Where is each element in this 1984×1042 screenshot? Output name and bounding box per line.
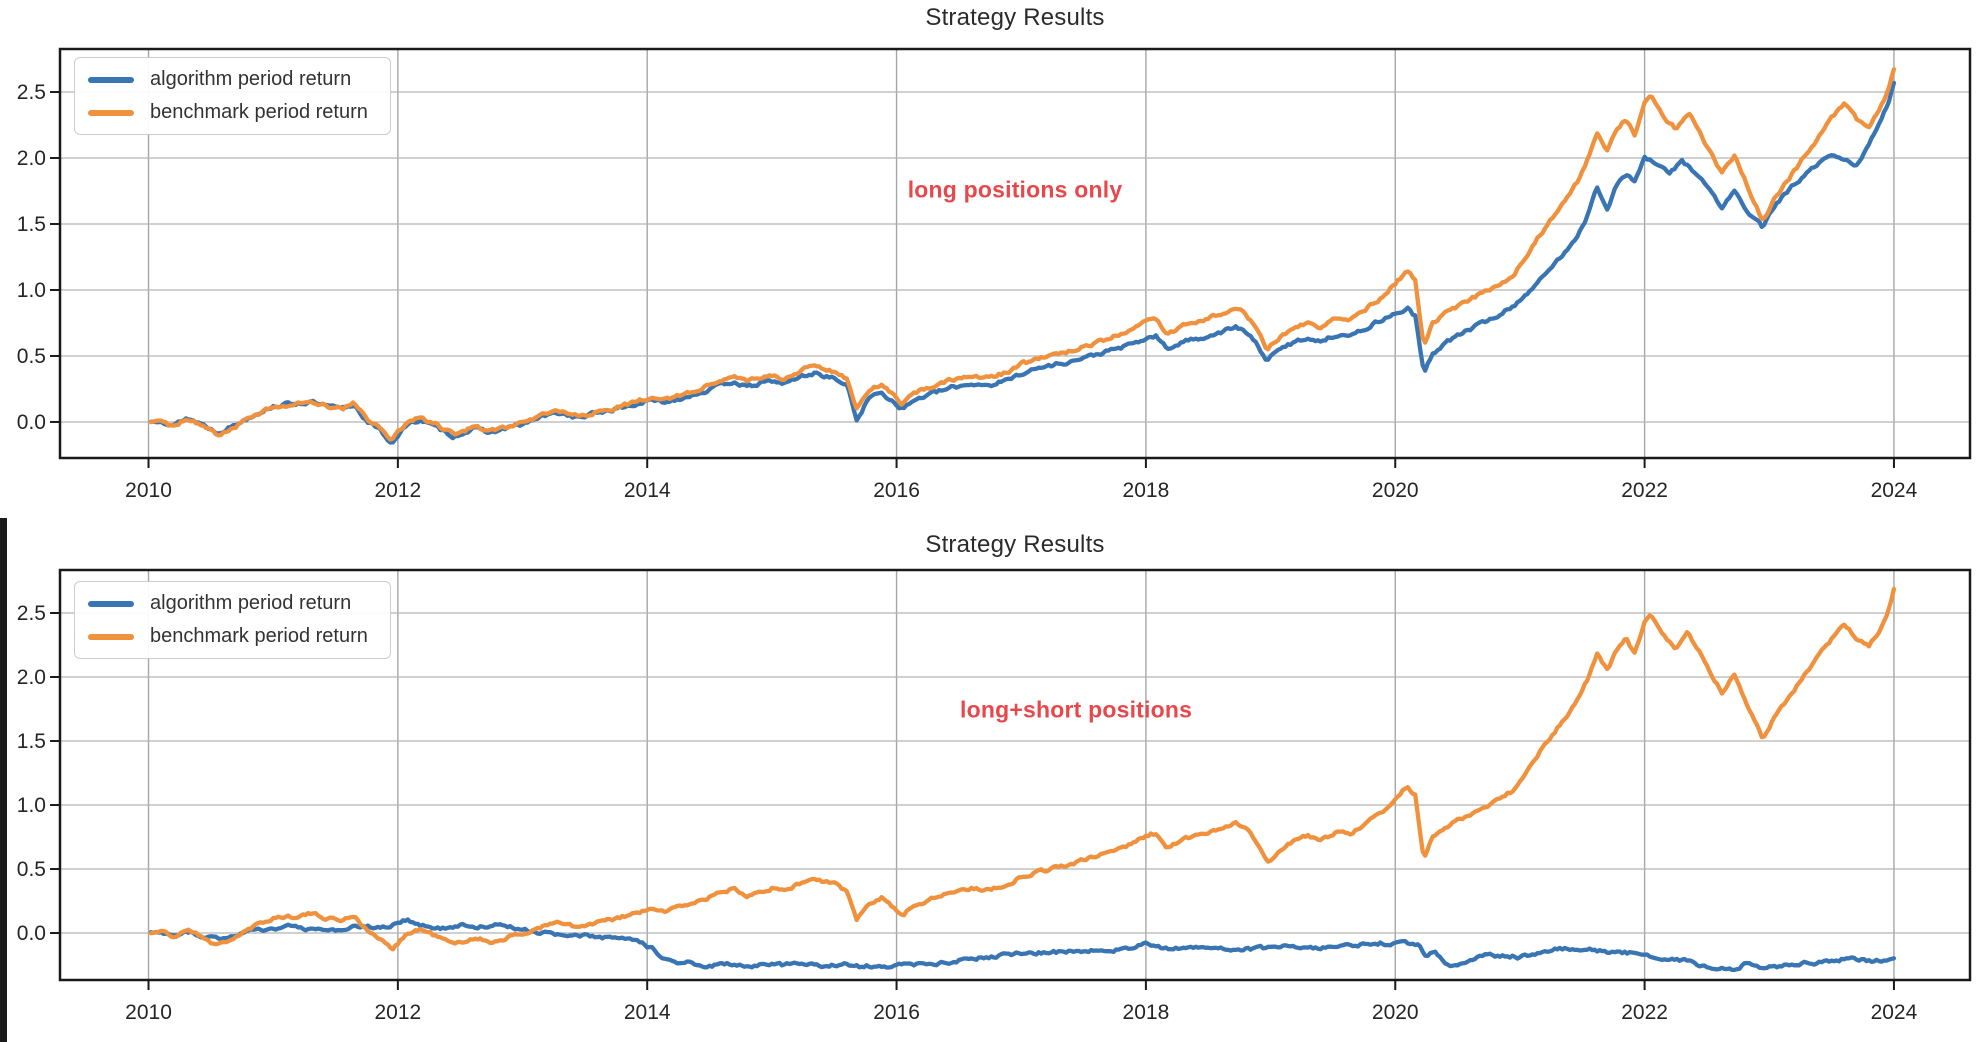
x-tick-label: 2024 [1871,479,1918,502]
plot-frame [58,568,1972,982]
chart-long-only: 2010 2012 2014 2016 2018 2020 2022 2024 0.0 0.5 1.… [0,0,1984,520]
series-line-benchmark [148,586,1897,952]
x-tick-label: 2012 [375,479,422,502]
legend: algorithm period return benchmark period… [74,57,391,135]
annotation-long-positions-only: long positions only [907,176,1123,203]
y-tick-label: 2.5 [17,602,46,625]
x-tick-label: 2012 [375,1001,422,1024]
x-tick-label: 2014 [624,479,671,502]
series-line-algorithm [148,80,1897,445]
x-tick-label: 2020 [1372,1001,1419,1024]
x-tick-label: 2014 [624,1001,671,1024]
y-tick-label: 1.0 [17,279,46,302]
y-tick-label: 0.5 [17,345,46,368]
x-tick-label: 2010 [125,479,172,502]
chart-long-short: 2010 2012 2014 2016 2018 2020 2022 2024 0.0 0.5 1.… [0,520,1984,1042]
x-tick-label: 2016 [873,479,920,502]
legend-label-algorithm: algorithm period return [150,592,352,614]
legend-swatch-algorithm [88,600,134,607]
legend-swatch-benchmark [88,633,134,640]
chart-title: Strategy Results [925,531,1105,558]
y-tick-label: 0.0 [17,922,46,945]
legend-label-benchmark: benchmark period return [150,101,368,123]
y-tick-label: 1.0 [17,794,46,817]
legend-item-benchmark: benchmark period return [88,101,368,124]
x-tick-label: 2018 [1123,1001,1170,1024]
x-tick-label: 2020 [1372,479,1419,502]
x-tick-label: 2022 [1621,479,1668,502]
y-tick-label: 2.5 [17,81,46,104]
chart-title: Strategy Results [925,4,1105,31]
y-tick-label: 1.5 [17,213,46,236]
plot-frame [58,47,1972,460]
series-line-benchmark [148,67,1897,442]
y-tick-label: 2.0 [17,666,46,689]
x-tick-label: 2018 [1123,479,1170,502]
legend-item-benchmark: benchmark period return [88,625,368,648]
annotation-long-short-positions: long+short positions [960,696,1193,723]
legend-item-algorithm: algorithm period return [88,592,368,615]
legend-swatch-algorithm [88,76,134,83]
legend-label-algorithm: algorithm period return [150,68,352,90]
legend-swatch-benchmark [88,109,134,116]
y-tick-label: 0.0 [17,411,46,434]
legend-item-algorithm: algorithm period return [88,68,368,91]
legend: algorithm period return benchmark period… [74,581,391,659]
x-tick-label: 2010 [125,1001,172,1024]
y-tick-label: 2.0 [17,147,46,170]
chart-canvas-long-only: 2010 2012 2014 2016 2018 2020 2022 2024 0.0 0.5 1.… [17,47,1972,502]
left-edge-bar [0,518,7,1042]
x-tick-label: 2016 [873,1001,920,1024]
series-line-algorithm [148,917,1897,973]
x-tick-label: 2024 [1871,1001,1918,1024]
y-tick-label: 1.5 [17,730,46,753]
y-tick-label: 0.5 [17,858,46,881]
x-tick-label: 2022 [1621,1001,1668,1024]
chart-canvas-long-short: 2010 2012 2014 2016 2018 2020 2022 2024 0.0 0.5 1.… [17,568,1972,1024]
legend-label-benchmark: benchmark period return [150,625,368,647]
